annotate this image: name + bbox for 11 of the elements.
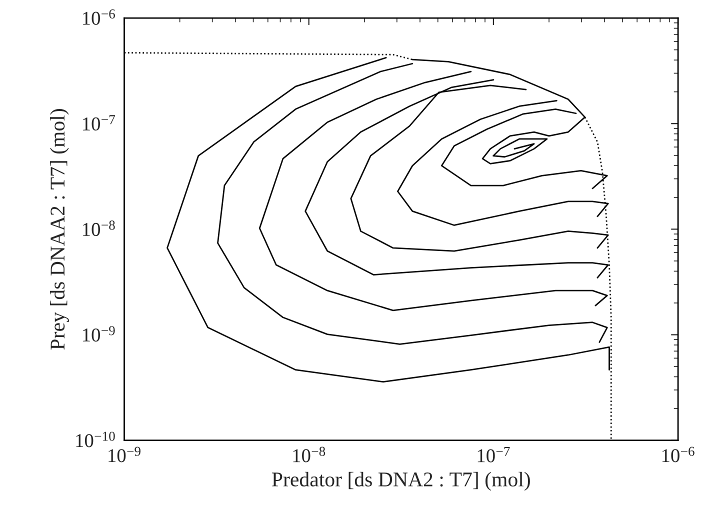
x-tick-label: 10$^{−6}$ <box>662 446 694 462</box>
x-tick-label: 10$^{−8}$ <box>293 446 326 462</box>
x-axis-title: Predator [ds DNA2 : T7] (mol) <box>272 472 530 491</box>
x-tick-label: 10$^{−7}$ <box>478 446 510 462</box>
y-axis-title: Prey [ds DNAA2 : T7] (mol) <box>50 109 69 350</box>
y-tick-label: 10$^{−6}$ <box>83 9 115 25</box>
y-tick-label: 10$^{−10}$ <box>76 432 115 448</box>
y-tick-label: 10$^{−9}$ <box>83 326 115 342</box>
y-tick-label: 10$^{−8}$ <box>83 220 115 236</box>
y-tick-label: 10$^{−7}$ <box>83 115 115 131</box>
x-tick-label: 10$^{−9}$ <box>108 446 140 462</box>
